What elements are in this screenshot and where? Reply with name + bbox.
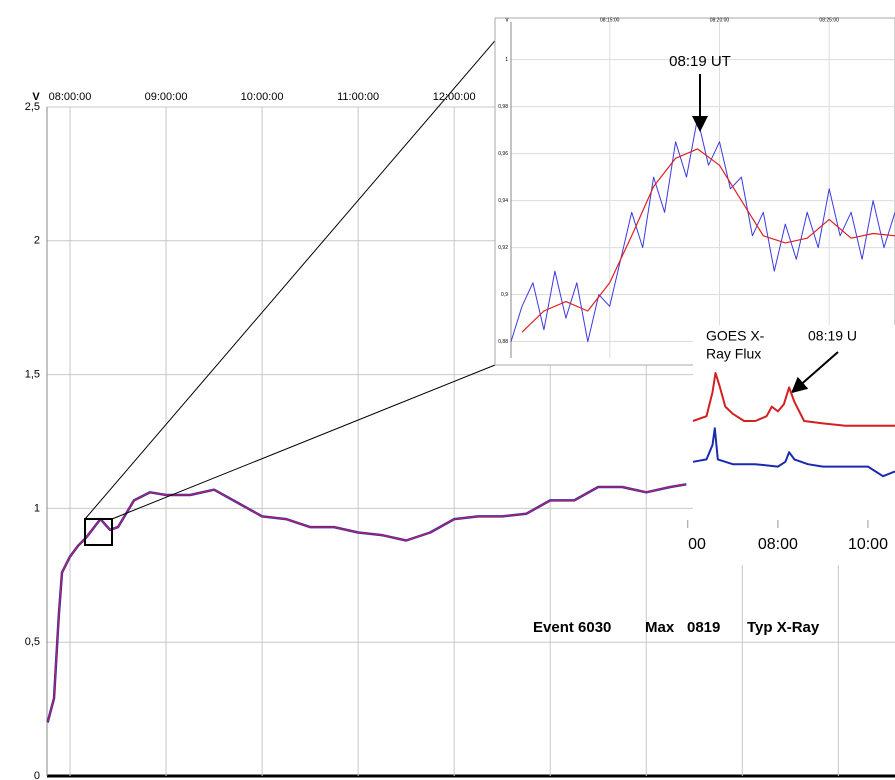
- max-label: Max: [645, 619, 675, 636]
- zoom-box: [84, 518, 113, 546]
- y-tick-label: 1,5: [25, 369, 40, 381]
- y-tick-label: 0,5: [25, 636, 40, 648]
- zoom-inset: v 0,88 0,9 0,92 0,94 0,96 0,98 1 08:15:00 08:20:0…: [494, 17, 895, 366]
- zoom-line: [84, 21, 512, 520]
- y-axis-label: v: [506, 18, 509, 24]
- x-tick-label: 12:00:00: [433, 91, 476, 103]
- y-tick-label: 0,92: [498, 245, 508, 251]
- x-tick-label: 10:00:00: [241, 91, 284, 103]
- y-tick-label: 2,5: [25, 101, 40, 113]
- goes-inset: GOES X- Ray Flux 08:19 U 00 08:00 10:00: [687, 325, 895, 565]
- x-tick-label: 08:20:00: [710, 17, 730, 23]
- y-tick-label: 1: [505, 57, 508, 63]
- peak-annotation: 08:19 UT: [669, 53, 731, 70]
- x-tick-label: 09:00:00: [145, 91, 188, 103]
- y-tick-label: 0,96: [498, 151, 508, 157]
- y-tick-label: 1: [34, 502, 40, 514]
- series-line: [510, 117, 895, 343]
- series-line: [692, 372, 895, 427]
- x-tick-label: 08:15:00: [600, 17, 620, 23]
- y-axis-label: V: [32, 91, 40, 103]
- peak-annotation: 08:19 U: [808, 328, 857, 344]
- series-line: [521, 148, 895, 333]
- x-tick-label: 08:00:00: [49, 91, 92, 103]
- series-line: [47, 483, 687, 723]
- x-tick-label: 08:00: [758, 536, 798, 553]
- x-tick-label: 10:00: [848, 536, 888, 553]
- series-line: [692, 427, 895, 478]
- y-tick-label: 0,88: [498, 339, 508, 345]
- inset-background: [494, 17, 895, 366]
- event-label: Event 6030: [533, 619, 611, 636]
- y-tick-label: 0,94: [498, 198, 508, 204]
- y-tick-label: 0: [34, 770, 40, 780]
- x-tick-label: 00: [688, 536, 706, 553]
- x-tick-label: 11:00:00: [337, 91, 379, 103]
- y-tick-label: 0,9: [501, 292, 508, 298]
- inset-background: [693, 325, 895, 565]
- x-tick-label: 08:25:00: [819, 17, 839, 23]
- inset-title: Ray Flux: [706, 346, 761, 362]
- y-tick-label: 2: [34, 235, 40, 247]
- peak-arrow: [790, 351, 839, 394]
- inset-title: GOES X-: [706, 328, 765, 344]
- zoom-line: [111, 364, 496, 520]
- max-value: 0819: [687, 619, 720, 636]
- y-tick-label: 0,98: [498, 104, 508, 110]
- series-line: [46, 483, 687, 723]
- type-label: Typ X-Ray: [747, 619, 820, 636]
